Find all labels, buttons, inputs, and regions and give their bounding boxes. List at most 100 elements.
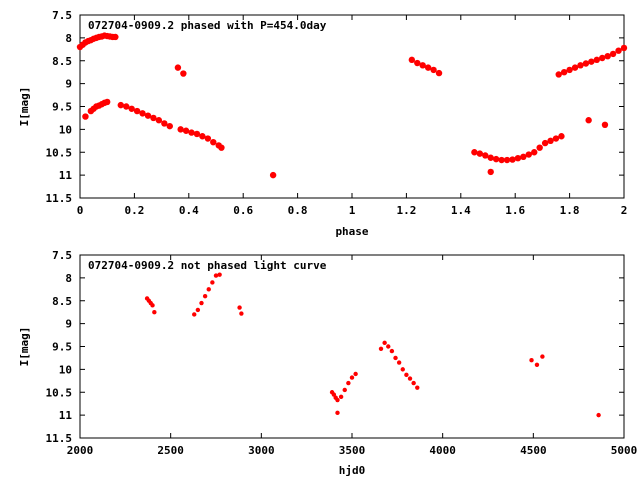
data-point [503,156,511,164]
plot-frame [79,254,625,439]
data-point [152,309,157,315]
data-point [161,120,168,127]
data-point [577,62,584,69]
y-tick-label: 8.5 [52,295,72,308]
data-point [541,139,549,147]
data-point [476,150,484,157]
data-point [604,52,611,60]
y-tick-label: 8 [65,272,72,285]
data-point [112,33,119,41]
data-point [593,56,600,64]
data-point [349,375,355,380]
y-tick-label: 8.5 [52,55,72,68]
x-tick-label: 3000 [248,444,275,457]
x-tick-label: 4000 [429,444,456,457]
data-point [139,110,146,117]
y-tick-label: 9 [65,318,72,331]
data-point [174,64,182,71]
data-point [555,71,562,78]
data-point [529,358,534,363]
x-tick-label: 2000 [67,444,94,457]
data-point [199,300,204,306]
data-point [389,348,395,354]
x-tick-label: 1 [349,204,356,217]
data-point [218,144,225,151]
x-tick-label: 0.6 [233,204,253,217]
data-point [217,272,222,277]
data-point [346,380,351,386]
data-point [571,64,579,71]
chart-title: 072704-0909.2 phased with P=454.0day [88,19,327,32]
y-tick-label: 10 [59,363,72,376]
y-tick-label: 10 [59,123,72,136]
data-point [393,355,398,361]
data-point [206,287,211,292]
data-point [193,130,201,138]
data-point [117,101,125,109]
data-point [566,66,573,74]
y-tick-label: 8 [65,32,72,45]
axis-ticks: 2000 2500 3000 3500 4000 4500 5000 7.5 8 8.5 9 9.5 1… [46,249,638,457]
data-point [599,54,606,62]
axis-ticks: 0 0.2 0.4 0.6 0.8 1 1.2 1.4 1.6 1.8 2 7.5 8 8.5 9 9.5 10… [46,9,628,217]
data-point [199,133,206,140]
data-point [182,127,190,134]
data-point [396,360,402,365]
data-point [180,70,187,77]
data-point [487,154,494,161]
plot-frame [79,14,625,199]
data-point [582,60,590,67]
data-point [560,68,568,76]
data-point [335,397,340,403]
data-points [76,32,628,179]
data-point [435,69,443,77]
data-point [192,312,197,317]
data-point [104,98,111,106]
data-point [509,156,516,163]
data-point [588,58,595,65]
data-point [378,346,384,351]
x-tick-label: 1.4 [451,204,471,217]
y-tick-label: 10.5 [46,386,73,399]
data-point [558,133,565,140]
data-point [202,293,208,299]
data-point [269,171,277,179]
unphased-light-curve-panel: 072704-0909.2 not phased light curve hjd… [18,249,637,477]
x-tick-label: 1.2 [396,204,416,217]
data-point [430,66,437,74]
x-tick-label: 3500 [339,444,366,457]
data-point [534,362,540,367]
data-point [492,155,500,163]
data-point [210,280,215,285]
y-tick-label: 11.5 [46,192,73,205]
data-point [414,59,421,67]
y-tick-label: 11 [59,409,73,422]
data-point [331,392,337,397]
data-point [150,303,155,308]
x-tick-label: 0.2 [124,204,144,217]
x-tick-label: 1.6 [505,204,525,217]
data-point [536,144,543,151]
data-point [520,153,527,161]
data-point [150,114,157,122]
data-point [419,62,426,69]
y-tick-label: 11 [59,169,73,182]
data-point [620,44,628,52]
data-point [408,56,416,64]
data-point [615,47,622,54]
y-tick-label: 10.5 [46,146,73,159]
data-point [404,372,409,378]
data-point [585,117,592,124]
data-point [342,387,347,393]
data-point [204,135,212,142]
x-tick-label: 0.8 [288,204,308,217]
x-axis-label: hjd0 [339,464,366,477]
data-point [547,137,554,145]
data-point [213,273,219,278]
data-point [237,305,242,310]
y-axis-label: I[mag] [18,87,31,127]
x-tick-label: 1.8 [560,204,580,217]
data-point [144,112,152,119]
data-point [471,149,478,156]
